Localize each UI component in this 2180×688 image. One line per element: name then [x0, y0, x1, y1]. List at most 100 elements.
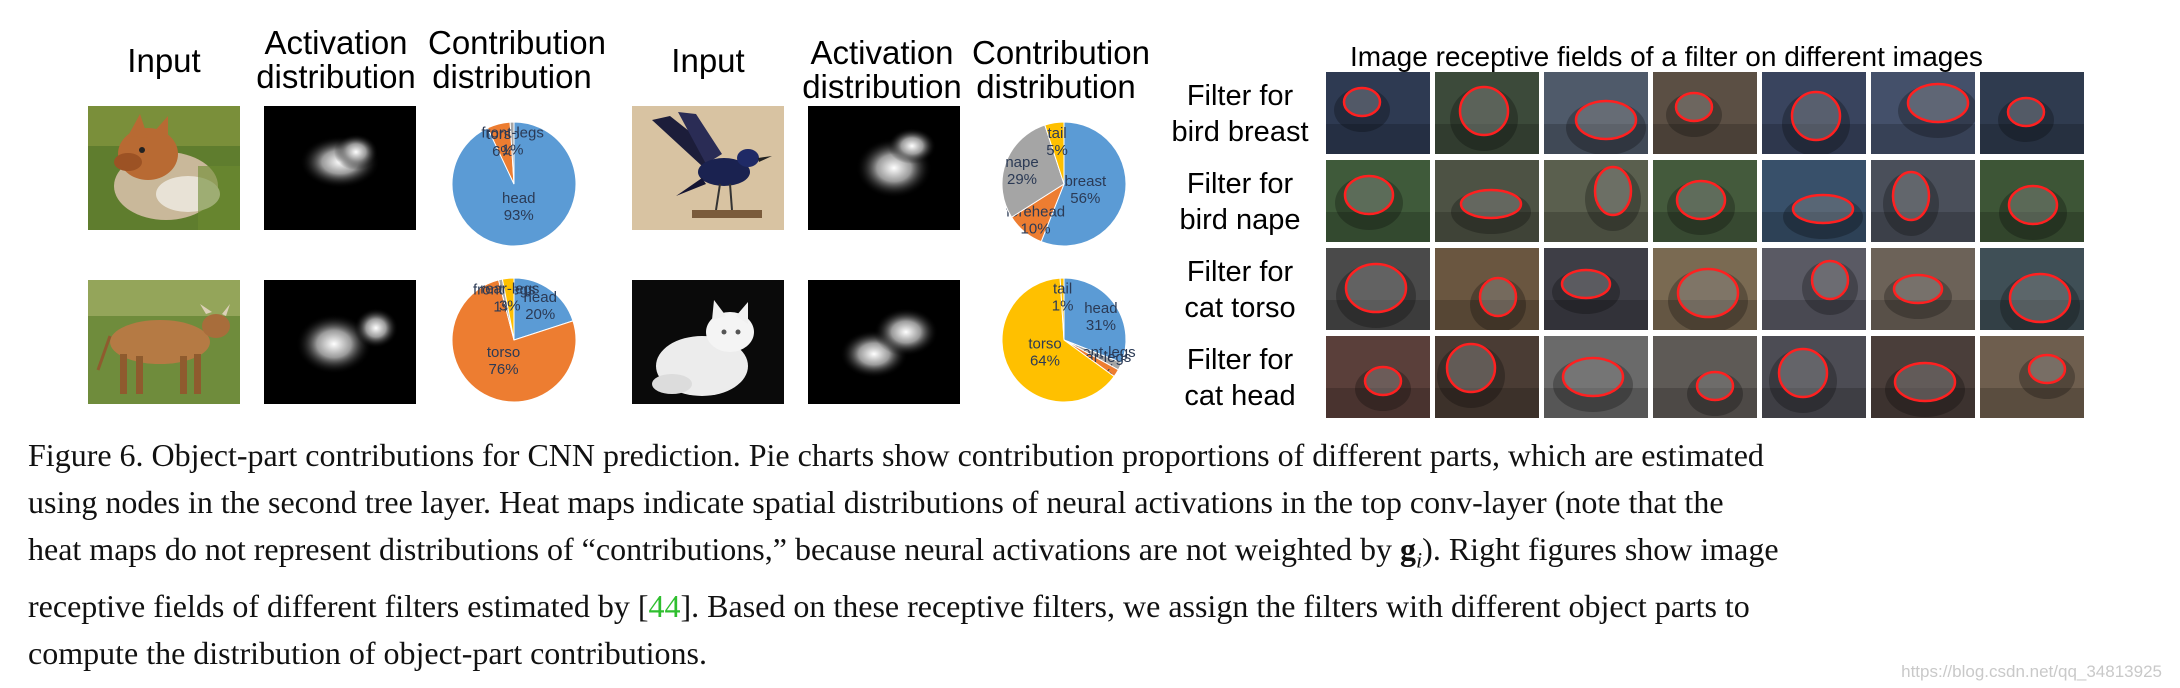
pie-label: torso	[1028, 335, 1061, 352]
receptive-field-thumbnail	[1762, 248, 1866, 330]
filter-label-cat-torso: Filter for cat torso	[1160, 254, 1320, 326]
activation-heatmap-dog	[264, 106, 416, 230]
receptive-field-thumbnail	[1435, 336, 1539, 418]
pie-label: rear-legs	[480, 281, 539, 298]
caption-line: receptive fields of different filters es…	[28, 583, 2156, 630]
receptive-field-thumbnail	[1653, 72, 1757, 154]
pie-chart-cat: head31%front-legs2%rear-legs2%torso64%ta…	[976, 252, 1152, 428]
pie-slice-head	[513, 277, 574, 341]
filter-label-line: cat head	[1184, 380, 1296, 412]
caption-line: compute the distribution of object-part …	[28, 635, 707, 672]
header-input-1: Input	[127, 42, 201, 79]
pie-value-label: 93%	[504, 207, 534, 224]
pie-slice-torso	[451, 279, 577, 403]
header-activation-2: Activation distribution	[802, 34, 962, 105]
pie-label: breast	[1064, 173, 1107, 190]
header-activation-1: Activation distribution	[256, 24, 416, 95]
receptive-field-thumbnail	[1326, 160, 1430, 242]
pie-value-label: 56%	[1070, 190, 1100, 207]
pie-value-label: 76%	[489, 361, 519, 378]
pie-value-label: 31%	[1086, 317, 1116, 334]
pie-value-label: 64%	[1030, 352, 1060, 369]
pie-slice-front-legs	[509, 121, 515, 185]
watermark: https://blog.csdn.net/qq_34813925	[1901, 662, 2162, 681]
header-input-2: Input	[671, 42, 745, 79]
filter-label-cat-head: Filter for cat head	[1160, 342, 1320, 414]
caption-text: ). Right figures show image	[1422, 531, 1779, 567]
pie-value-label: 6%	[492, 143, 514, 160]
receptive-field-thumbnail	[1980, 160, 2084, 242]
caption-text: heat maps do not represent distributions…	[28, 531, 1401, 567]
receptive-field-thumbnail	[1435, 248, 1539, 330]
pie-slice-breast	[1040, 121, 1127, 247]
filter-label-bird-breast: Filter for bird breast	[1160, 78, 1320, 150]
pie-label: nape	[1005, 154, 1038, 171]
receptive-field-thumbnail	[1871, 160, 1975, 242]
caption-text: receptive fields of different filters es…	[28, 588, 649, 625]
receptive-field-thumbnail	[1653, 248, 1757, 330]
caption-math-sub: i	[1416, 547, 1423, 573]
pie-value-label: 1%	[1052, 297, 1074, 314]
pie-slice-tail	[1044, 121, 1065, 185]
receptive-field-thumbnail	[1980, 72, 2084, 154]
activation-heatmap-cow	[264, 280, 416, 404]
activation-heatmap-cat	[808, 280, 960, 404]
receptive-field-thumbnail	[1544, 336, 1648, 418]
activation-heatmap-bird	[808, 106, 960, 230]
pie-slice-head	[1063, 277, 1127, 364]
pie-value-label: 20%	[525, 306, 555, 323]
filter-label-line: Filter for	[1186, 344, 1294, 376]
receptive-field-thumbnail	[1980, 248, 2084, 330]
caption-math-g: g	[1400, 531, 1417, 567]
caption-line: using nodes in the second tree layer. He…	[28, 484, 1724, 520]
receptive-field-thumbnail	[1544, 160, 1648, 242]
filter-label-line: Filter for	[1186, 256, 1294, 288]
header-contribution-2: Contribution distribution	[972, 34, 1150, 105]
dog-photo	[88, 106, 240, 230]
pie-chart-bird: breast 56% forehead 10% nape 29% tail 5%	[976, 96, 1152, 272]
receptive-field-thumbnail	[1326, 336, 1430, 418]
caption-line: Figure 6. Object-part contributions for …	[28, 437, 1764, 473]
receptive-field-thumbnail	[1653, 336, 1757, 418]
receptive-field-thumbnail	[1871, 248, 1975, 330]
receptive-field-thumbnail	[1762, 336, 1866, 418]
pie-value-label: 10%	[1021, 220, 1051, 237]
receptive-field-thumbnail	[1435, 160, 1539, 242]
caption-text: ]. Based on these receptive filters, we …	[680, 588, 1750, 625]
receptive-field-thumbnail	[1871, 72, 1975, 154]
pie-slice-rear-legs	[501, 277, 515, 341]
pie-slice-tail	[1059, 277, 1065, 341]
pie-value-label: 1%	[502, 141, 524, 158]
receptive-field-thumbnail	[1871, 336, 1975, 418]
pie-label: head	[524, 289, 557, 306]
cow-photo	[88, 280, 240, 404]
pie-label: front-legs	[481, 124, 544, 141]
bird-photo	[632, 106, 784, 230]
pie-label: head	[1084, 300, 1117, 317]
pie-value-label: 29%	[1007, 171, 1037, 188]
caption-line: heat maps do not represent distributions…	[28, 526, 2156, 583]
receptive-field-thumbnail	[1762, 72, 1866, 154]
pie-value-label: 5%	[1046, 142, 1068, 159]
filter-label-line: Filter for	[1186, 168, 1294, 200]
receptive-field-thumbnail	[1326, 248, 1430, 330]
filter-label-line: bird breast	[1171, 116, 1309, 148]
citation-link[interactable]: 44	[648, 588, 681, 625]
pie-label: tail	[1053, 280, 1072, 297]
filter-label-line: cat torso	[1184, 292, 1296, 324]
rf-title: Image receptive fields of a filter on di…	[1350, 41, 1983, 72]
pie-label: tail	[1047, 125, 1066, 142]
receptive-field-grid	[1326, 72, 2088, 420]
figure-caption: Figure 6. Object-part contributions for …	[28, 432, 2156, 677]
receptive-field-thumbnail	[1326, 72, 1430, 154]
pie-chart-dog: head 93% torso 6% front-legs 1%	[426, 96, 602, 272]
receptive-field-thumbnail	[1544, 72, 1648, 154]
pie-label: torso	[487, 344, 520, 361]
filter-label-bird-nape: Filter for bird nape	[1160, 166, 1320, 238]
receptive-field-thumbnail	[1762, 160, 1866, 242]
filter-label-line: bird nape	[1179, 204, 1301, 236]
cat-photo	[632, 280, 784, 404]
receptive-field-thumbnail	[1544, 248, 1648, 330]
header-contribution-1: Contribution distribution	[428, 24, 606, 95]
